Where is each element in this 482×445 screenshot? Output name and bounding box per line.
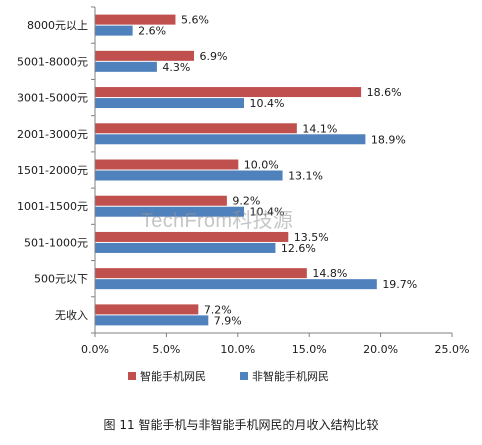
category-label: 1501-2000元 [17,164,88,177]
x-tick-label: 25.0% [435,343,470,356]
watermark: TechFrom科技源 [141,210,294,232]
bar-non-smartphone [95,170,283,181]
bar-smartphone [95,14,176,25]
category-label: 无收入 [55,308,88,322]
bar-smartphone [95,231,289,242]
x-tick-label: 5.0% [152,343,180,356]
data-label: 18.6% [367,86,402,99]
bar-non-smartphone [95,279,377,290]
data-label: 14.8% [312,267,347,280]
bar-non-smartphone [95,134,366,145]
category-label: 5001-8000元 [17,55,88,68]
data-label: 12.6% [281,242,316,255]
category-label: 501-1000元 [24,236,88,249]
data-label: 6.9% [200,50,228,63]
data-label: 14.1% [302,122,337,135]
data-label: 18.9% [371,133,406,146]
bar-non-smartphone [95,98,245,109]
bar-non-smartphone [95,206,245,217]
legend-swatch-smartphone [128,372,136,380]
bar-smartphone [95,268,307,279]
category-label: 2001-3000元 [17,128,88,141]
data-label: 10.0% [244,159,279,172]
data-label: 4.3% [162,61,190,74]
category-label: 3001-5000元 [17,92,88,105]
data-label: 5.6% [181,14,209,27]
data-label: 19.7% [382,278,417,291]
data-label: 13.5% [294,231,329,244]
category-label: 500元以下 [34,273,88,286]
data-label: 13.1% [288,170,323,183]
legend-label-non-smartphone: 非智能手机网民 [252,369,329,383]
bar-non-smartphone [95,61,157,72]
bar-smartphone [95,159,239,170]
bar-smartphone [95,195,227,206]
data-label: 10.4% [250,97,285,110]
x-tick-label: 10.0% [220,343,255,356]
legend-label-smartphone: 智能手机网民 [140,369,206,383]
bar-smartphone [95,87,362,98]
bar-smartphone [95,123,297,134]
figure-caption: 图 11 智能手机与非智能手机网民的月收入结构比较 [103,418,379,432]
data-label: 7.2% [204,303,232,316]
bar-non-smartphone [95,25,133,36]
x-tick-label: 15.0% [292,343,327,356]
bar-non-smartphone [95,242,276,253]
bar-smartphone [95,304,199,315]
category-label: 1001-1500元 [17,200,88,213]
category-label: 8000元以上 [27,19,88,32]
x-tick-label: 0.0% [81,343,109,356]
bar-smartphone [95,50,195,61]
data-label: 10.4% [250,206,285,219]
x-tick-label: 20.0% [363,343,398,356]
data-label: 9.2% [232,195,260,208]
data-label: 7.9% [214,314,242,327]
legend-swatch-non-smartphone [240,372,248,380]
data-label: 2.6% [138,25,166,38]
bar-non-smartphone [95,315,209,326]
